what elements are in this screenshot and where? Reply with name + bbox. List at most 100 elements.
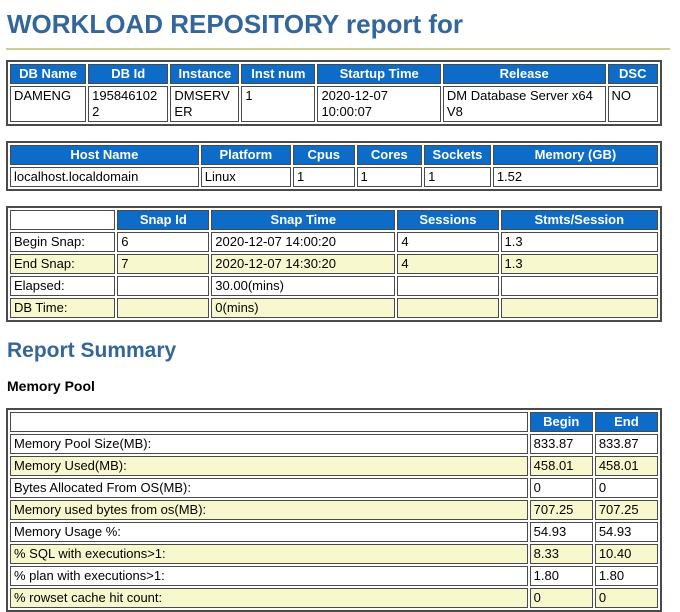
cell-dsc: NO <box>607 85 658 122</box>
cell-snap-id <box>117 297 210 318</box>
cell-startup-time: 2020-12-07 10:00:07 <box>317 85 441 122</box>
cell-stmts-session: 1.3 <box>500 253 658 274</box>
snapshot-row-begin: Begin Snap: 6 2020-12-07 14:00:20 4 1.3 <box>10 231 658 252</box>
memory-pool-row: Memory Used(MB): 458.01 458.01 <box>10 455 658 476</box>
cell-sessions: 4 <box>397 231 499 252</box>
cell-host-name: localhost.localdomain <box>10 166 199 187</box>
cell-begin: 0 <box>529 477 593 498</box>
cell-inst-num: 1 <box>241 85 316 122</box>
cell-snap-time: 2020-12-07 14:00:20 <box>211 231 396 252</box>
memory-pool-row: Memory Usage %: 54.93 54.93 <box>10 521 658 542</box>
row-label: Memory Usage %: <box>10 521 528 542</box>
row-label: % plan with executions>1: <box>10 565 528 586</box>
report-summary-heading: Report Summary <box>7 338 177 362</box>
column-header-end: End <box>594 411 658 432</box>
cell-snap-id <box>117 275 210 296</box>
cell-stmts-session <box>500 275 658 296</box>
db-info-row: DAMENG 1958461022 DMSERVER 1 2020-12-07 … <box>10 85 658 122</box>
cell-snap-time: 2020-12-07 14:30:20 <box>211 253 396 274</box>
row-label: Memory used bytes from os(MB): <box>10 499 528 520</box>
column-header-sessions: Sessions <box>397 209 499 230</box>
column-header-stmts-session: Stmts/Session <box>500 209 658 230</box>
cell-begin: 707.25 <box>529 499 593 520</box>
cell-snap-id: 7 <box>117 253 210 274</box>
cell-begin: 1.80 <box>529 565 593 586</box>
memory-pool-header-row: Begin End <box>10 411 658 432</box>
memory-pool-row: % rowset cache hit count: 0 0 <box>10 587 658 608</box>
cell-end: 0 <box>594 477 658 498</box>
title-divider <box>6 47 670 50</box>
cell-begin: 458.01 <box>529 455 593 476</box>
cell-memory-gb: 1.52 <box>492 166 658 187</box>
cell-snap-time: 0(mins) <box>211 297 396 318</box>
column-header-blank <box>10 209 116 230</box>
cell-stmts-session <box>500 297 658 318</box>
column-header-cpus: Cpus <box>292 144 355 165</box>
memory-pool-row: % plan with executions>1: 1.80 1.80 <box>10 565 658 586</box>
cell-instance: DMSERVER <box>170 85 240 122</box>
cell-begin: 8.33 <box>529 543 593 564</box>
db-info-header-row: DB Name DB Id Instance Inst num Startup … <box>10 63 658 84</box>
host-info-row: localhost.localdomain Linux 1 1 1 1.52 <box>10 166 658 187</box>
cell-end: 0 <box>594 587 658 608</box>
host-info-table: Host Name Platform Cpus Cores Sockets Me… <box>6 140 662 191</box>
db-info-table: DB Name DB Id Instance Inst num Startup … <box>6 59 662 126</box>
snapshot-row-end: End Snap: 7 2020-12-07 14:30:20 4 1.3 <box>10 253 658 274</box>
cell-release: DM Database Server x64 V8 <box>442 85 606 122</box>
row-label: % SQL with executions>1: <box>10 543 528 564</box>
column-header-snap-id: Snap Id <box>117 209 210 230</box>
cell-sessions <box>397 275 499 296</box>
memory-pool-row: Memory Pool Size(MB): 833.87 833.87 <box>10 433 658 454</box>
snapshot-row-db-time: DB Time: 0(mins) <box>10 297 658 318</box>
snapshot-header-row: Snap Id Snap Time Sessions Stmts/Session <box>10 209 658 230</box>
cell-sessions <box>397 297 499 318</box>
column-header-cores: Cores <box>356 144 423 165</box>
cell-end: 10.40 <box>594 543 658 564</box>
column-header-blank <box>10 411 528 432</box>
cell-db-id: 1958461022 <box>88 85 169 122</box>
column-header-platform: Platform <box>200 144 291 165</box>
memory-pool-row: % SQL with executions>1: 8.33 10.40 <box>10 543 658 564</box>
row-label: Memory Used(MB): <box>10 455 528 476</box>
column-header-host-name: Host Name <box>10 144 199 165</box>
host-info-header-row: Host Name Platform Cpus Cores Sockets Me… <box>10 144 658 165</box>
cell-end: 1.80 <box>594 565 658 586</box>
cell-sessions: 4 <box>397 253 499 274</box>
row-label: Elapsed: <box>10 275 116 296</box>
row-label: % rowset cache hit count: <box>10 587 528 608</box>
memory-pool-table: Begin End Memory Pool Size(MB): 833.87 8… <box>6 407 662 612</box>
cell-end: 833.87 <box>594 433 658 454</box>
column-header-sockets: Sockets <box>424 144 491 165</box>
memory-pool-row: Memory used bytes from os(MB): 707.25 70… <box>10 499 658 520</box>
memory-pool-row: Bytes Allocated From OS(MB): 0 0 <box>10 477 658 498</box>
cell-platform: Linux <box>200 166 291 187</box>
row-label: Begin Snap: <box>10 231 116 252</box>
page-title: WORKLOAD REPOSITORY report for <box>7 9 463 39</box>
column-header-instance: Instance <box>170 63 240 84</box>
cell-end: 54.93 <box>594 521 658 542</box>
column-header-release: Release <box>442 63 606 84</box>
snapshot-table: Snap Id Snap Time Sessions Stmts/Session… <box>6 205 662 322</box>
cell-stmts-session: 1.3 <box>500 231 658 252</box>
cell-db-name: DAMENG <box>10 85 87 122</box>
column-header-memory-gb: Memory (GB) <box>492 144 658 165</box>
cell-begin: 833.87 <box>529 433 593 454</box>
cell-snap-id: 6 <box>117 231 210 252</box>
row-label: Memory Pool Size(MB): <box>10 433 528 454</box>
column-header-begin: Begin <box>529 411 593 432</box>
cell-end: 458.01 <box>594 455 658 476</box>
row-label: Bytes Allocated From OS(MB): <box>10 477 528 498</box>
column-header-dsc: DSC <box>607 63 658 84</box>
row-label: End Snap: <box>10 253 116 274</box>
cell-cpus: 1 <box>292 166 355 187</box>
column-header-inst-num: Inst num <box>241 63 316 84</box>
cell-cores: 1 <box>356 166 423 187</box>
column-header-startup-time: Startup Time <box>317 63 441 84</box>
column-header-db-id: DB Id <box>88 63 169 84</box>
row-label: DB Time: <box>10 297 116 318</box>
cell-begin: 54.93 <box>529 521 593 542</box>
snapshot-row-elapsed: Elapsed: 30.00(mins) <box>10 275 658 296</box>
cell-sockets: 1 <box>424 166 491 187</box>
cell-end: 707.25 <box>594 499 658 520</box>
